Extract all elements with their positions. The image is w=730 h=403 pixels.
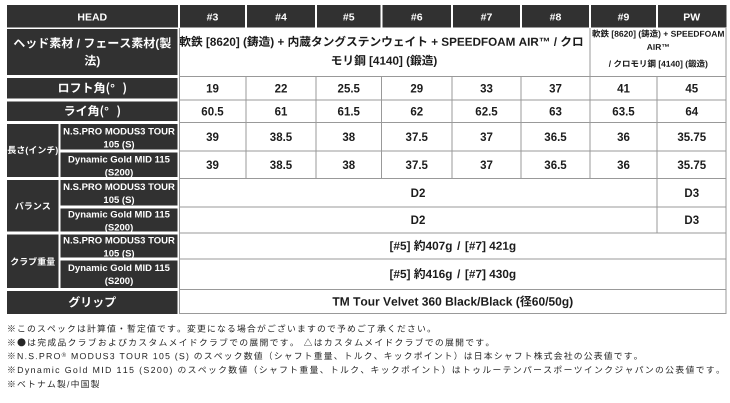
svg-text:D2: D2 xyxy=(411,215,426,227)
svg-text:38.5: 38.5 xyxy=(270,132,293,144)
svg-text:#3: #3 xyxy=(207,11,219,23)
svg-text:41: 41 xyxy=(617,83,630,95)
svg-text:37.5: 37.5 xyxy=(406,132,429,144)
svg-text:63.5: 63.5 xyxy=(612,106,635,118)
svg-text:(S200): (S200) xyxy=(105,168,134,179)
svg-text:33: 33 xyxy=(480,83,493,95)
svg-text:38: 38 xyxy=(342,160,355,172)
svg-text:38: 38 xyxy=(342,132,355,144)
svg-text:62: 62 xyxy=(410,106,423,118)
svg-text:61: 61 xyxy=(275,106,288,118)
svg-text:N.S.PRO MODUS3 TOUR: N.S.PRO MODUS3 TOUR xyxy=(63,236,175,247)
svg-text:61.5: 61.5 xyxy=(338,106,361,118)
svg-text:22: 22 xyxy=(275,83,288,95)
svg-text:#8: #8 xyxy=(550,11,562,23)
svg-text:37.5: 37.5 xyxy=(406,160,429,172)
svg-text:Dynamic Gold MID 115: Dynamic Gold MID 115 xyxy=(68,155,171,166)
svg-text:45: 45 xyxy=(685,83,698,95)
svg-text:39: 39 xyxy=(206,132,219,144)
svg-text:37: 37 xyxy=(549,83,562,95)
svg-text:63: 63 xyxy=(549,106,562,118)
svg-text:105 (S): 105 (S) xyxy=(103,140,134,151)
svg-text:N.S.PRO MODUS3 TOUR: N.S.PRO MODUS3 TOUR xyxy=(63,182,175,193)
svg-text:36.5: 36.5 xyxy=(544,132,567,144)
svg-text:#6: #6 xyxy=(411,11,423,23)
svg-text:36: 36 xyxy=(617,132,630,144)
svg-text:35.75: 35.75 xyxy=(677,160,706,172)
svg-text:29: 29 xyxy=(410,83,423,95)
svg-text:#4: #4 xyxy=(275,11,287,23)
svg-text:38.5: 38.5 xyxy=(270,160,293,172)
svg-text:(S200): (S200) xyxy=(105,276,134,287)
svg-text:62.5: 62.5 xyxy=(475,106,498,118)
svg-text:36.5: 36.5 xyxy=(544,160,567,172)
svg-text:105 (S): 105 (S) xyxy=(103,195,134,206)
svg-text:#9: #9 xyxy=(618,11,630,23)
svg-text:39: 39 xyxy=(206,160,219,172)
svg-text:#7: #7 xyxy=(481,11,493,23)
svg-text:60.5: 60.5 xyxy=(201,106,224,118)
svg-text:D2: D2 xyxy=(411,188,426,200)
svg-text:19: 19 xyxy=(206,83,219,95)
svg-text:Dynamic Gold MID 115: Dynamic Gold MID 115 xyxy=(68,210,171,221)
svg-text:D3: D3 xyxy=(684,188,699,200)
svg-text:N.S.PRO MODUS3 TOUR: N.S.PRO MODUS3 TOUR xyxy=(63,127,175,138)
svg-text:Dynamic Gold MID 115: Dynamic Gold MID 115 xyxy=(68,263,171,274)
svg-text:37: 37 xyxy=(480,160,493,172)
svg-text:(S200): (S200) xyxy=(105,223,134,234)
svg-text:37: 37 xyxy=(480,132,493,144)
svg-text:105 (S): 105 (S) xyxy=(103,249,134,260)
svg-text:HEAD: HEAD xyxy=(77,11,107,23)
svg-text:PW: PW xyxy=(683,11,700,23)
svg-text:35.75: 35.75 xyxy=(677,132,706,144)
svg-text:36: 36 xyxy=(617,160,630,172)
svg-text:#5: #5 xyxy=(343,11,355,23)
svg-text:25.5: 25.5 xyxy=(338,83,361,95)
svg-text:64: 64 xyxy=(685,106,698,118)
svg-text:D3: D3 xyxy=(684,215,699,227)
